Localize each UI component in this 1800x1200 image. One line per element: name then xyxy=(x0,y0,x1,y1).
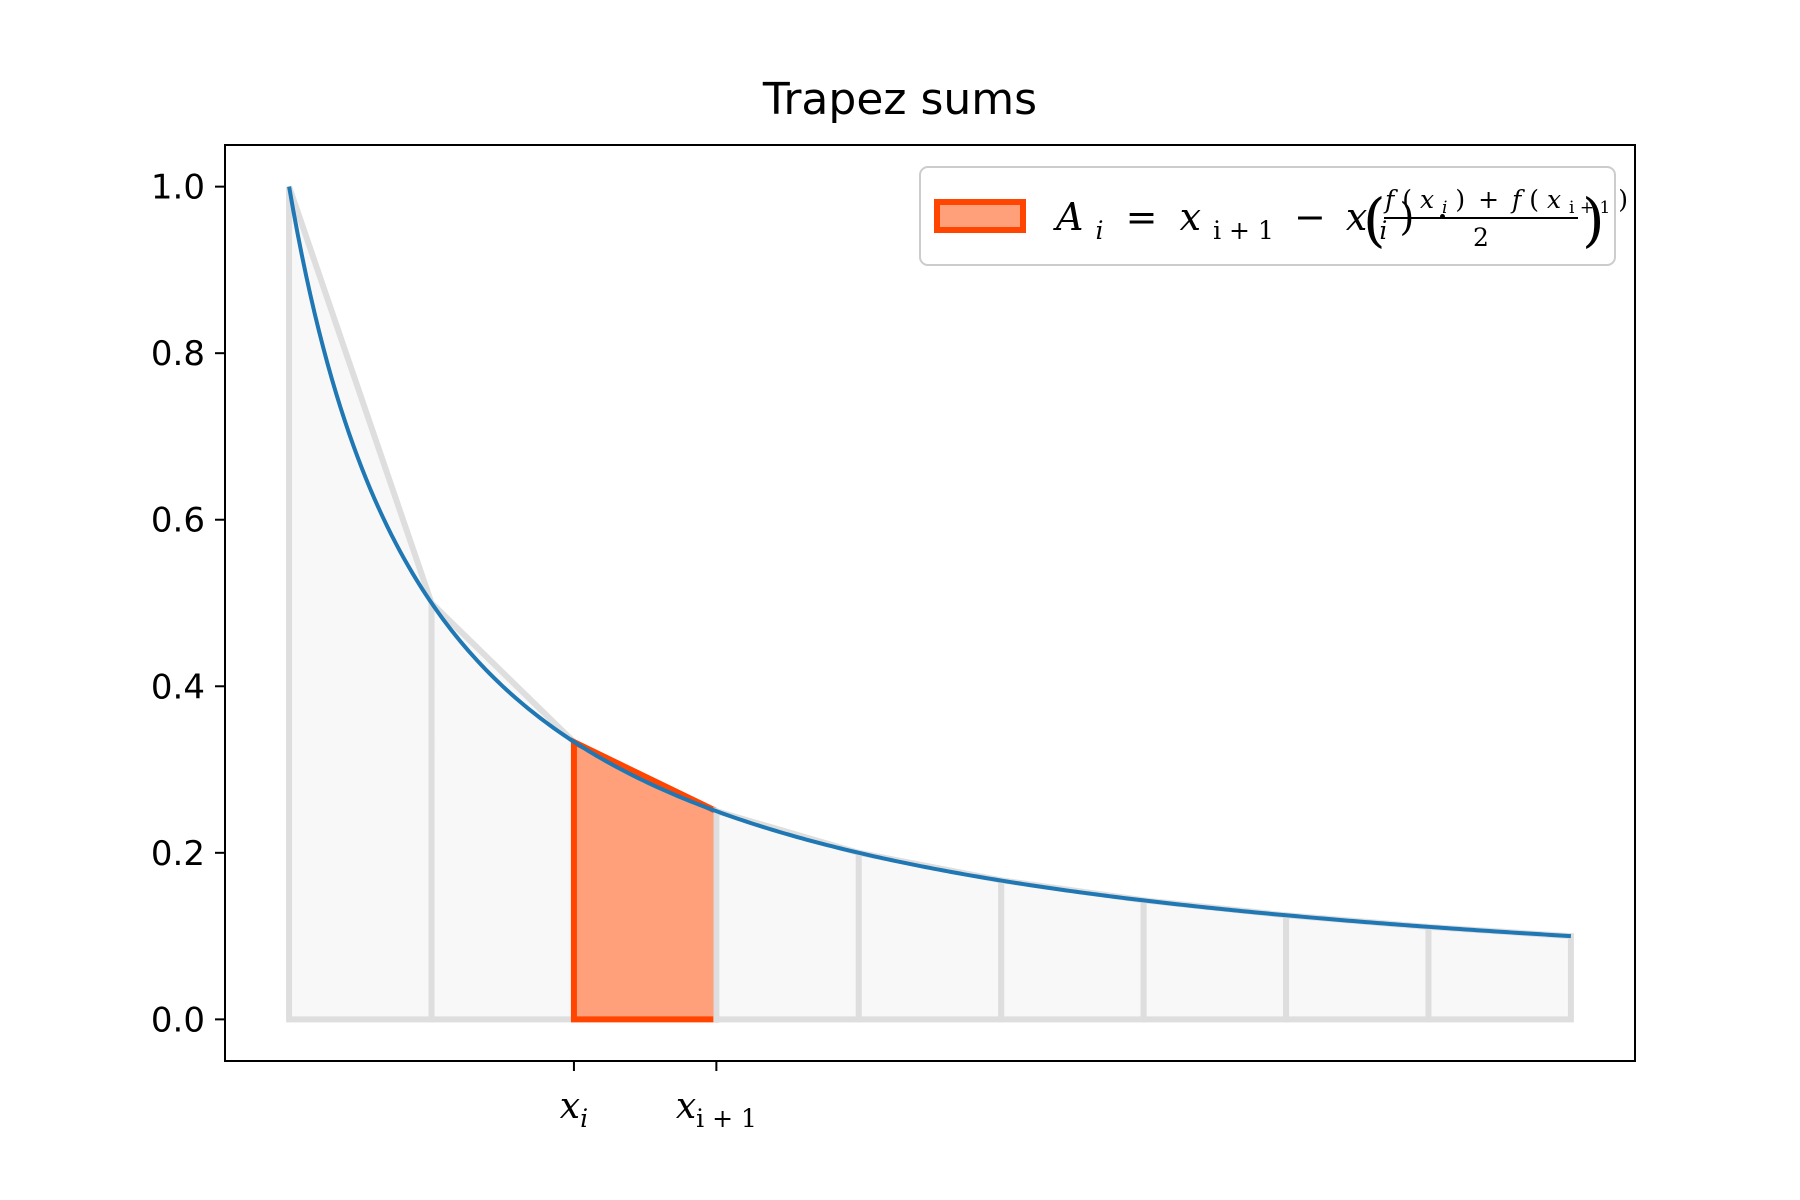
x-tick-label: xi + 1 xyxy=(676,1086,757,1133)
legend-formula: A i = x i + 1 − x i ) · xyxy=(1053,195,1449,248)
function-curve xyxy=(287,186,1572,939)
y-tick-label: 0.2 xyxy=(151,834,205,874)
y-tick-label: 0.6 xyxy=(151,501,205,541)
legend: A i = x i + 1 − x i ) · ( f ( x i ) + f … xyxy=(919,166,1628,266)
y-tick-label: 1.0 xyxy=(151,168,205,208)
y-tick-label: 0.0 xyxy=(151,1000,205,1040)
x-tick-label: xi xyxy=(560,1086,588,1133)
trapezoid-1 xyxy=(286,185,435,1023)
axes-frame xyxy=(224,144,1636,1062)
y-tick-label: 0.8 xyxy=(151,334,205,374)
x-axis: xi xi + 1 xyxy=(560,1061,757,1133)
trapezoid-4 xyxy=(713,807,862,1023)
trapezoid-9 xyxy=(1425,923,1574,1023)
legend-right-paren: ) xyxy=(1582,186,1605,254)
trapezoid-6 xyxy=(998,876,1147,1023)
legend-swatch xyxy=(934,199,1026,233)
chart-title: Trapez sums xyxy=(762,74,1037,125)
legend-fraction-denominator: 2 xyxy=(1473,223,1489,252)
trapezoid-2 xyxy=(428,595,577,1023)
legend-fraction-numerator: f ( x i ) + f ( x i + 1 ) xyxy=(1383,185,1628,219)
legend-frame xyxy=(919,166,1616,266)
y-tick-label: 0.4 xyxy=(151,667,205,707)
trapezoid-8 xyxy=(1283,912,1432,1023)
legend-left-paren: ( xyxy=(1363,186,1386,254)
plot-area xyxy=(286,185,1574,1023)
highlighted-trapezoid xyxy=(570,737,720,1023)
y-axis: 0.0 0.2 0.4 0.6 0.8 1.0 xyxy=(151,168,225,1040)
trapezoid-7 xyxy=(1140,896,1290,1023)
